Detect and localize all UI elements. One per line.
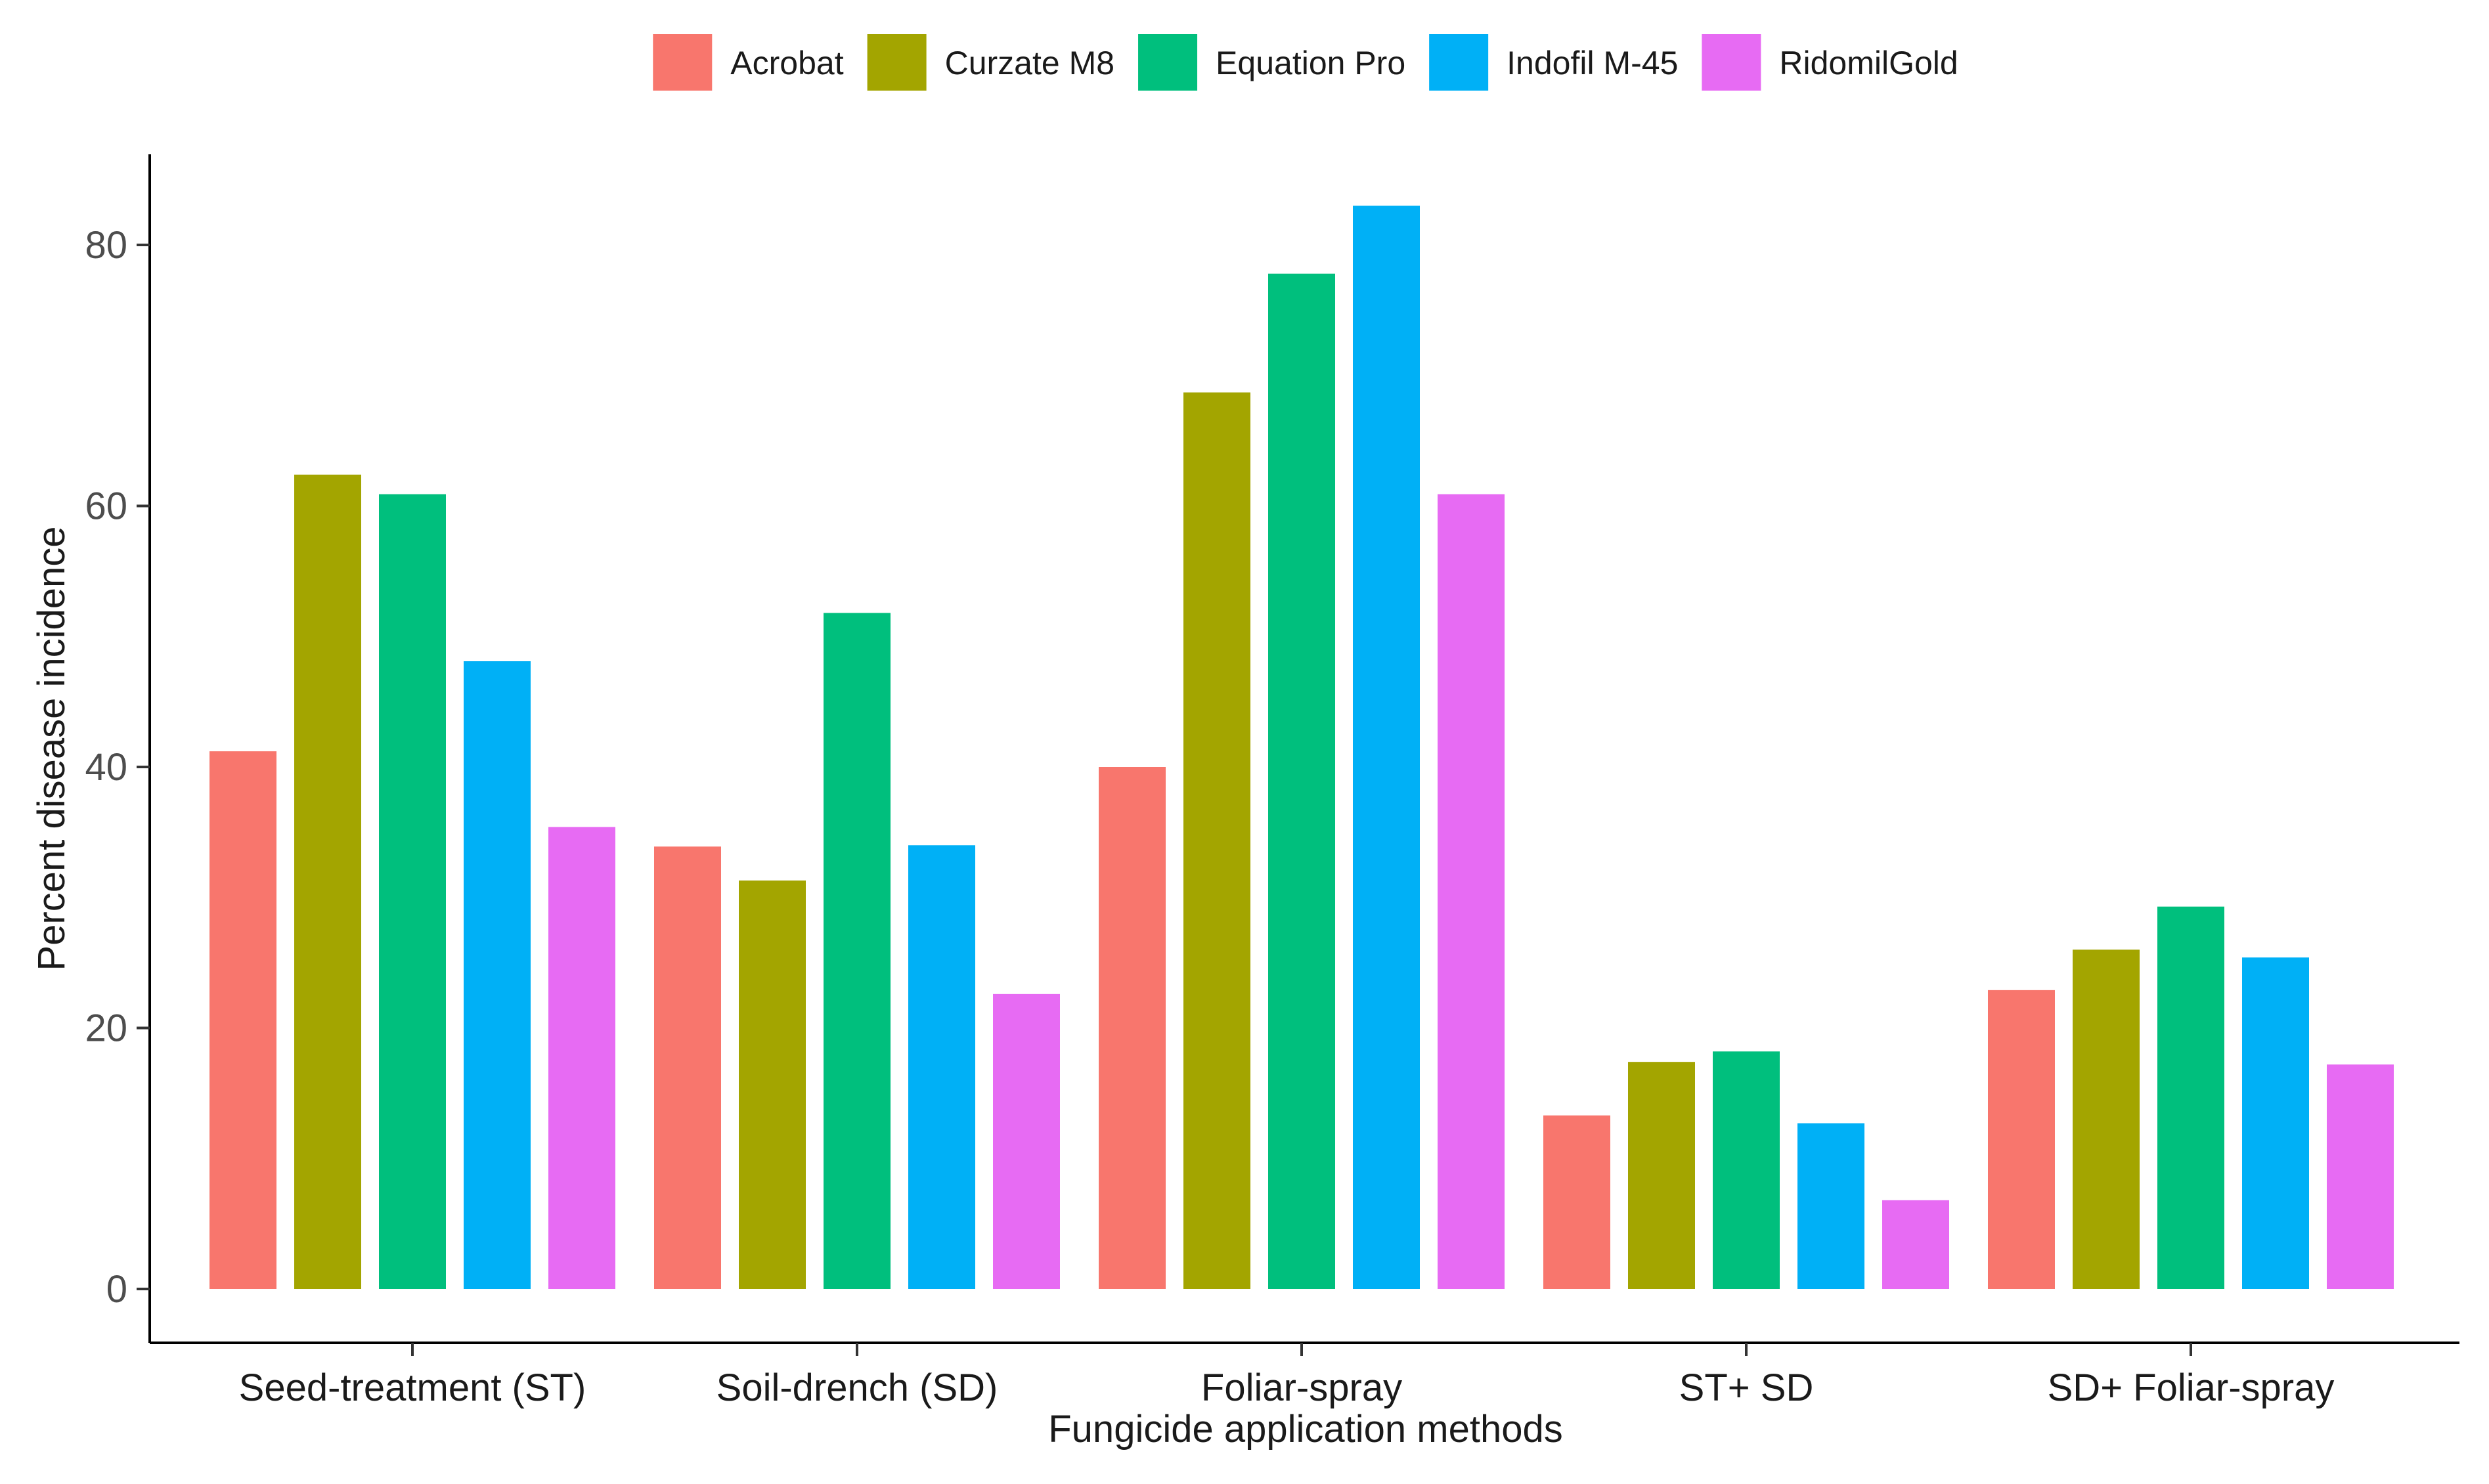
bar-acrobat-2 (1099, 767, 1166, 1289)
bar-indofil-m-45-2 (1353, 206, 1420, 1289)
x-axis-title: Fungicide application methods (1048, 1408, 1562, 1451)
bar-ridomilgold-2 (1438, 494, 1505, 1289)
legend-swatch-equation-pro (1138, 34, 1198, 91)
bar-curzate-m8-0 (294, 474, 361, 1289)
bar-ridomilgold-4 (2327, 1064, 2394, 1289)
legend-label: Acrobat (730, 45, 843, 81)
y-axis-title: Percent disease incidence (30, 526, 73, 971)
bar-acrobat-0 (209, 751, 276, 1289)
y-tick-label: 0 (106, 1268, 127, 1311)
y-tick-label: 60 (85, 485, 127, 528)
y-tick-label: 80 (85, 224, 127, 267)
x-tick-label: ST+ SD (1679, 1366, 1814, 1409)
x-tick-label: Soil-drench (SD) (716, 1366, 998, 1409)
x-axis: Seed-treatment (ST) Soil-drench (SD) Folia… (150, 1342, 2459, 1409)
bar-equation-pro-2 (1268, 273, 1335, 1290)
legend-label: RidomilGold (1779, 45, 1958, 81)
bar-curzate-m8-1 (739, 880, 806, 1289)
bar-ridomilgold-0 (548, 827, 615, 1289)
y-tick-label: 20 (85, 1007, 127, 1050)
bar-equation-pro-3 (1713, 1051, 1780, 1289)
bar-indofil-m-45-4 (2242, 957, 2309, 1289)
bar-acrobat-3 (1543, 1115, 1610, 1289)
legend-swatch-curzate-m8 (867, 34, 927, 91)
bar-ridomilgold-3 (1882, 1200, 1949, 1289)
y-tick-label: 40 (85, 746, 127, 789)
bar-curzate-m8-2 (1183, 392, 1250, 1289)
x-tick-label: Seed-treatment (ST) (239, 1366, 586, 1409)
bar-curzate-m8-3 (1628, 1062, 1695, 1289)
legend-label: Curzate M8 (945, 45, 1114, 81)
bar-curzate-m8-4 (2073, 949, 2140, 1289)
bar-indofil-m-45-1 (908, 845, 975, 1289)
x-tick-label: SD+ Foliar-spray (2048, 1366, 2335, 1409)
bars-layer (209, 206, 2394, 1290)
y-axis: 0 20 40 60 80 (85, 154, 151, 1343)
legend-swatch-acrobat (653, 34, 713, 91)
legend: Acrobat Curzate M8 Equation Pro Indofil M-4… (653, 34, 1958, 91)
bar-equation-pro-1 (824, 613, 891, 1289)
legend-label: Equation Pro (1216, 45, 1405, 81)
bar-acrobat-1 (654, 846, 721, 1289)
bar-indofil-m-45-3 (1797, 1123, 1864, 1289)
bar-equation-pro-4 (2157, 906, 2224, 1289)
legend-label: Indofil M-45 (1507, 45, 1678, 81)
x-tick-label: Foliar-spray (1201, 1366, 1402, 1409)
legend-swatch-indofil-m-45 (1429, 34, 1489, 91)
bar-ridomilgold-1 (993, 993, 1060, 1289)
legend-swatch-ridomilgold (1702, 34, 1761, 91)
bar-indofil-m-45-0 (464, 661, 531, 1289)
bar-acrobat-4 (1988, 990, 2055, 1289)
bar-equation-pro-0 (379, 494, 446, 1289)
